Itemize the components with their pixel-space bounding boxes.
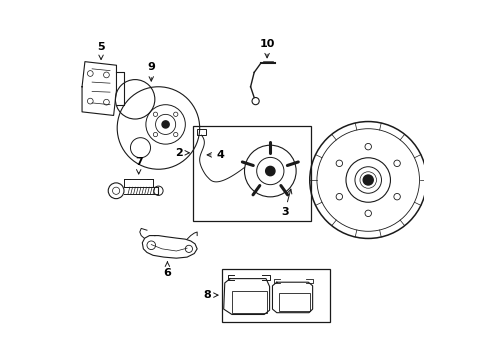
Text: 8: 8 bbox=[203, 290, 218, 300]
Text: 3: 3 bbox=[280, 189, 291, 217]
Circle shape bbox=[265, 166, 274, 176]
Text: 2: 2 bbox=[174, 148, 189, 158]
Text: 6: 6 bbox=[163, 262, 171, 278]
Bar bbox=[222, 269, 329, 321]
Bar bbox=[231, 291, 266, 313]
Text: 4: 4 bbox=[207, 150, 224, 160]
Bar bbox=[278, 293, 309, 311]
Text: 5: 5 bbox=[97, 42, 104, 59]
Circle shape bbox=[363, 175, 372, 185]
Text: 10: 10 bbox=[259, 39, 274, 58]
Text: 9: 9 bbox=[147, 62, 155, 81]
Text: 1: 1 bbox=[0, 359, 1, 360]
Text: 7: 7 bbox=[135, 157, 142, 174]
Circle shape bbox=[162, 121, 169, 128]
Bar bbox=[193, 126, 310, 221]
Bar bbox=[197, 129, 205, 135]
